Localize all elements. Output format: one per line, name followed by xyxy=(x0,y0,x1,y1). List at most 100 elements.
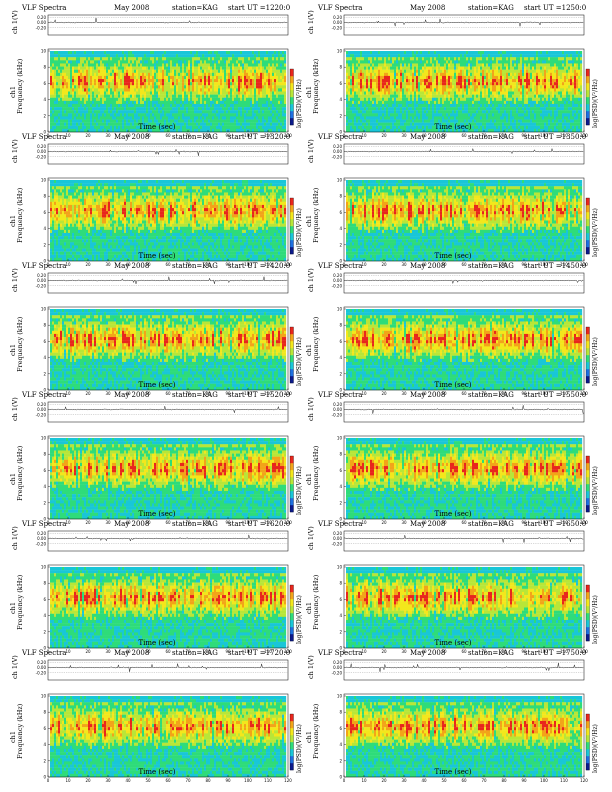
spectrogram-cell xyxy=(418,51,421,55)
spectrogram-cell xyxy=(206,107,209,111)
spectrogram-cell xyxy=(194,69,197,73)
spectrogram-cell xyxy=(274,72,277,77)
spectrogram-cell xyxy=(116,97,119,101)
spectrogram-cell xyxy=(254,79,257,83)
spectrogram-cell xyxy=(368,75,371,80)
spectrogram-cell xyxy=(204,110,207,114)
spectrogram-cell xyxy=(358,91,361,95)
spectrogram-cell xyxy=(96,94,99,98)
spectrogram-cell xyxy=(258,72,261,77)
spectrogram-cell xyxy=(166,69,169,73)
spectrogram-cell xyxy=(50,63,53,67)
spectrogram-cell xyxy=(248,113,251,117)
spectrogram-cell xyxy=(104,122,107,126)
spectrogram-cell xyxy=(254,54,257,58)
spectrogram-cell xyxy=(180,54,183,58)
spectrogram-cell xyxy=(554,79,557,83)
spectrogram-cell xyxy=(200,54,203,58)
spectrogram-cell xyxy=(360,60,363,64)
spectrogram-cell xyxy=(190,97,193,101)
spectrogram-cell xyxy=(476,94,479,98)
spectrogram-cell xyxy=(138,60,141,64)
spectrogram-cell xyxy=(400,51,403,55)
spectrogram-cell xyxy=(534,91,537,95)
spectrogram-cell xyxy=(544,72,547,77)
spectrogram-cell xyxy=(530,51,533,55)
spectrogram-cell xyxy=(530,60,533,64)
spectrogram-cell xyxy=(82,85,85,89)
spectrogram-cell xyxy=(206,128,209,133)
spectrogram-cell xyxy=(458,79,461,83)
spectrogram-cell xyxy=(550,79,553,83)
spectrogram-cell xyxy=(250,75,253,80)
spectrogram-cell xyxy=(234,51,237,55)
spectrogram-cell xyxy=(466,69,469,73)
spectrogram-cell xyxy=(146,66,149,70)
spectrogram-cell xyxy=(472,94,475,98)
spectrogram-cell xyxy=(88,88,91,92)
spectrogram-cell xyxy=(416,66,419,70)
spectrogram-cell xyxy=(432,66,435,70)
spectrogram-cell xyxy=(362,91,365,95)
spectrogram-cell xyxy=(242,54,245,58)
spectrogram-cell xyxy=(532,60,535,64)
spectrogram-cell xyxy=(382,57,385,61)
spectrogram-cell xyxy=(230,72,233,77)
spectrogram-cell xyxy=(564,69,567,73)
spectrogram-cell xyxy=(218,60,221,64)
spectrogram-cell xyxy=(128,85,131,89)
spectrogram-cell xyxy=(126,91,129,95)
spectrogram-cell xyxy=(136,107,139,111)
spectrogram-cell xyxy=(480,66,483,70)
spectrogram-cell xyxy=(226,51,229,55)
spectrogram-cell xyxy=(138,57,141,61)
spectrogram-cell xyxy=(240,94,243,98)
spectrogram-cell xyxy=(108,113,111,117)
spectrogram-cell xyxy=(572,69,575,73)
spectrogram-cell xyxy=(64,100,67,105)
spectrogram-cell xyxy=(390,97,393,101)
spectrogram-cell xyxy=(384,69,387,73)
spectrogram-cell xyxy=(152,119,155,123)
spectrogram-cell xyxy=(478,60,481,64)
spectrogram-cell xyxy=(452,85,455,89)
spectrogram-cell xyxy=(88,128,91,133)
spectrogram-cell xyxy=(112,97,115,101)
spectrogram-cell xyxy=(210,119,213,123)
spectrogram-cell xyxy=(106,51,109,55)
spectrogram-cell xyxy=(152,66,155,70)
spectrogram-cell xyxy=(88,119,91,123)
spectrogram-cell xyxy=(110,119,113,123)
spectrogram-cell xyxy=(192,51,195,55)
spectrogram-cell xyxy=(132,57,135,61)
spectrogram-cell xyxy=(66,57,69,61)
spectrogram-cell xyxy=(114,72,117,77)
spectrogram-cell xyxy=(72,75,75,80)
spectrogram-cell xyxy=(212,72,215,77)
spectrogram-cell xyxy=(192,125,195,130)
spectrogram-cell xyxy=(184,94,187,98)
spectrogram-cell xyxy=(416,82,419,86)
spectrogram-cell xyxy=(244,119,247,123)
spectrogram-cell xyxy=(362,88,365,92)
spectrogram-cell xyxy=(512,94,515,98)
spectrogram-cell xyxy=(248,116,251,120)
spectrogram-cell xyxy=(402,97,405,101)
spectrogram-cell xyxy=(452,54,455,58)
spectrogram-cell xyxy=(356,72,359,77)
spectrogram-cell xyxy=(132,125,135,130)
spectrogram-cell xyxy=(468,51,471,55)
spectrogram-cell xyxy=(390,88,393,92)
spectrogram-cell xyxy=(96,82,99,86)
spectrogram-cell xyxy=(258,51,261,55)
spectrogram-cell xyxy=(152,85,155,89)
spectrogram-cell xyxy=(138,116,141,120)
spectrogram-cell xyxy=(50,97,53,101)
spectrogram-cell xyxy=(140,57,143,61)
spectrogram-cell xyxy=(248,110,251,114)
spectrogram-cell xyxy=(358,60,361,64)
spectrogram-cell xyxy=(534,72,537,77)
spectrogram-cell xyxy=(96,116,99,120)
spectrogram-cell xyxy=(530,75,533,80)
spectrogram-cell xyxy=(416,57,419,61)
